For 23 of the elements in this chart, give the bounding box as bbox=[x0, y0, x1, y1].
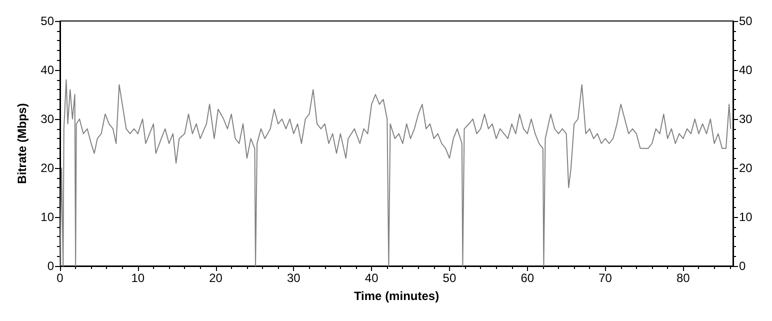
y-tick-label: 30 bbox=[40, 112, 54, 126]
x-tick-label: 30 bbox=[287, 271, 301, 285]
x-tick-label: 80 bbox=[676, 271, 690, 285]
y-tick-label: 0 bbox=[47, 259, 54, 273]
x-tick-label: 10 bbox=[131, 271, 145, 285]
x-tick-label: 70 bbox=[598, 271, 612, 285]
y-tick-label: 20 bbox=[40, 161, 54, 175]
x-tick-label: 50 bbox=[442, 271, 456, 285]
y-axis-title: Bitrate (Mbps) bbox=[15, 103, 29, 184]
x-tick-label: 20 bbox=[209, 271, 223, 285]
x-tick-label: 40 bbox=[364, 271, 379, 285]
y2-tick-label: 0 bbox=[739, 259, 746, 273]
y-tick-label: 40 bbox=[40, 63, 54, 77]
y-tick-label: 50 bbox=[40, 14, 54, 28]
y-tick-label: 10 bbox=[40, 210, 54, 224]
y2-tick-label: 50 bbox=[739, 14, 753, 28]
x-tick-label: 0 bbox=[56, 271, 64, 285]
y2-tick-label: 40 bbox=[739, 63, 753, 77]
y2-tick-label: 10 bbox=[739, 210, 753, 224]
y2-tick-label: 20 bbox=[739, 161, 753, 175]
y2-tick-label: 30 bbox=[739, 112, 753, 126]
x-axis-title: Time (minutes) bbox=[354, 289, 440, 303]
x-tick-label: 60 bbox=[520, 271, 534, 285]
